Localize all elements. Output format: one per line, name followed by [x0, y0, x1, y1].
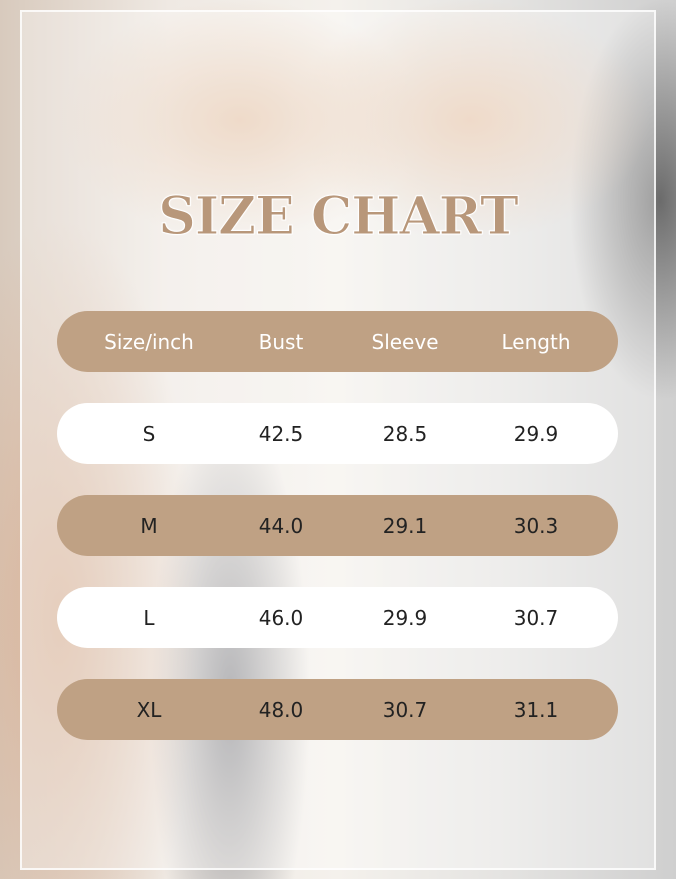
cell-length: 30.7 — [513, 605, 559, 630]
cell-bust: 48.0 — [258, 697, 304, 722]
header-size: Size/inch — [104, 329, 194, 354]
cell-sleeve: 28.5 — [382, 421, 428, 446]
cell-sleeve: 29.1 — [382, 513, 428, 538]
table-row: M 44.0 29.1 30.3 — [57, 495, 618, 556]
cell-size: L — [143, 605, 155, 630]
header-sleeve: Sleeve — [371, 329, 439, 354]
cell-bust: 46.0 — [258, 605, 304, 630]
cell-size: S — [142, 421, 156, 446]
header-bust: Bust — [258, 329, 304, 354]
page-title: SIZE CHART — [158, 186, 519, 248]
cell-size: M — [140, 513, 158, 538]
cell-bust: 42.5 — [258, 421, 304, 446]
table-row: L 46.0 29.9 30.7 — [57, 587, 618, 648]
header-length: Length — [501, 329, 571, 354]
cell-size: XL — [136, 697, 162, 722]
cell-length: 30.3 — [513, 513, 559, 538]
cell-length: 31.1 — [513, 697, 559, 722]
cell-sleeve: 30.7 — [382, 697, 428, 722]
cell-sleeve: 29.9 — [382, 605, 428, 630]
cell-bust: 44.0 — [258, 513, 304, 538]
table-row: S 42.5 28.5 29.9 — [57, 403, 618, 464]
table-header: Size/inch Bust Sleeve Length — [57, 311, 618, 372]
table-row: XL 48.0 30.7 31.1 — [57, 679, 618, 740]
cell-length: 29.9 — [513, 421, 559, 446]
